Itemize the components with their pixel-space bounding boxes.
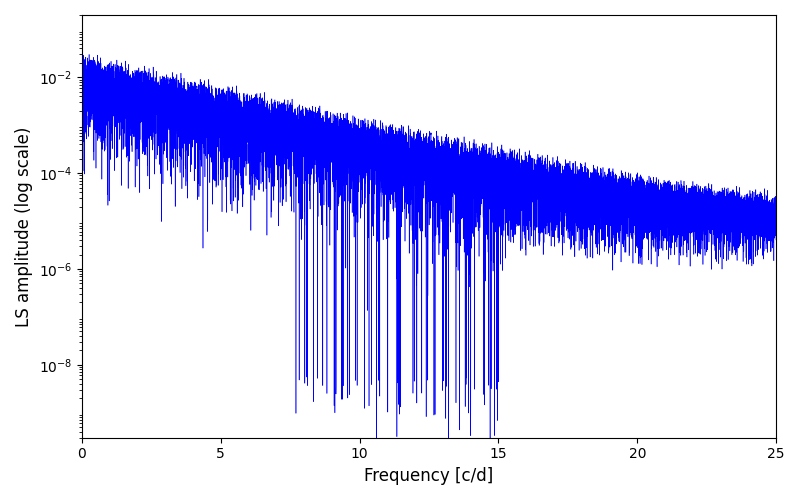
X-axis label: Frequency [c/d]: Frequency [c/d] — [364, 467, 494, 485]
Y-axis label: LS amplitude (log scale): LS amplitude (log scale) — [15, 126, 33, 326]
